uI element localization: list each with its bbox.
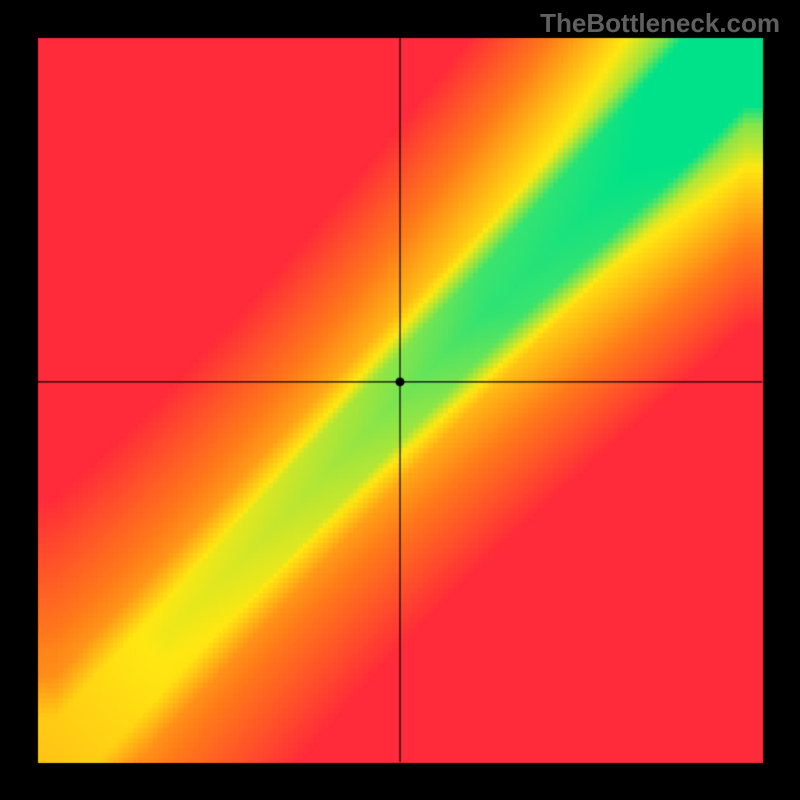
bottleneck-heatmap [0, 0, 800, 800]
chart-container: { "watermark": "TheBottleneck.com", "wat… [0, 0, 800, 800]
watermark-text: TheBottleneck.com [540, 8, 780, 39]
